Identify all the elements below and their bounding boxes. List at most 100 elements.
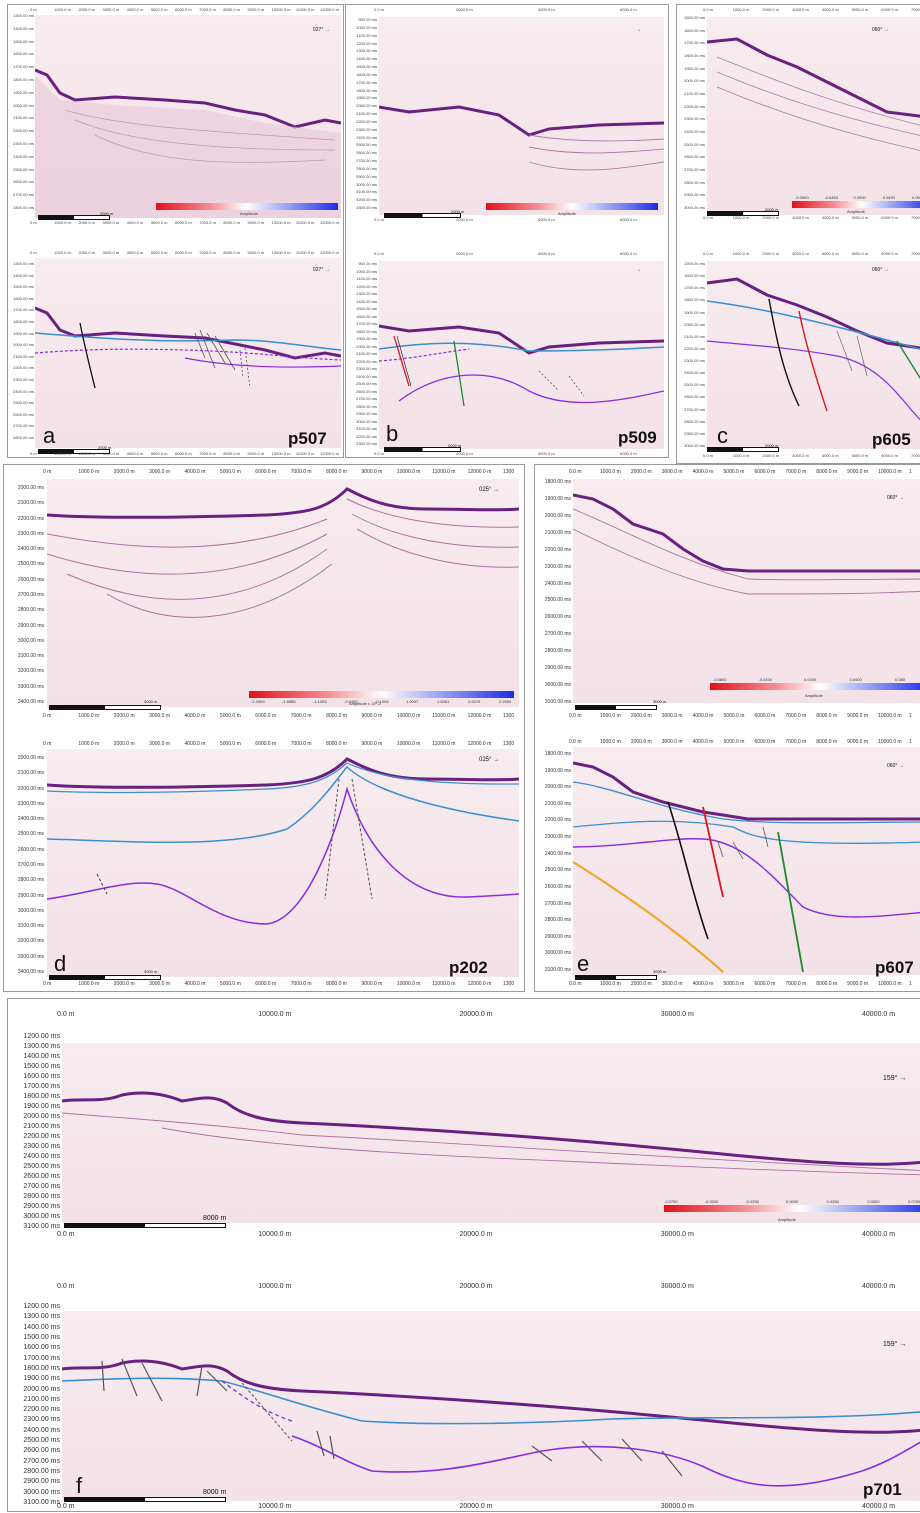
x-tick-label: 6000.0 m <box>175 7 192 12</box>
y-tick-label: 2800.00 ms <box>23 1193 60 1200</box>
x-tick-label: 30000.0 m <box>660 1283 694 1290</box>
y-tick-label: 2100.00 ms <box>684 333 705 339</box>
seismic-b-lower <box>379 324 664 407</box>
y-tick-label: 2300.00 ms <box>23 1416 60 1424</box>
profile-name-d: p202 <box>449 958 488 977</box>
x-tick-label: 4000.0 m <box>184 469 206 475</box>
x-tick-label: 2000.0 m <box>762 453 780 458</box>
x-tick-label: 5000.0 m <box>723 739 745 745</box>
x-tick-label: 2000.0 m <box>762 251 780 256</box>
x-tick-label: 2000.0 m <box>630 739 652 745</box>
section-b-upper <box>379 17 664 215</box>
y-tick-label: 2400.00 ms <box>17 816 44 823</box>
x-tick-label: 8000.0 m <box>223 7 241 12</box>
y-tick-label: 2500.00 ms <box>544 867 571 874</box>
azimuth-a-lower: 027° → <box>313 267 330 273</box>
panel-c: Amplitude 2000 m c p605 2000 m 060° → 06… <box>676 4 920 464</box>
azimuth-a-upper: 027° → <box>313 27 330 33</box>
x-tick-label: 2000.0 m <box>630 713 652 719</box>
x-tick-label: 1000.0 m <box>732 453 750 458</box>
y-tick-label: 2800.00 ms <box>17 877 44 884</box>
y-tick-label: 1600.00 ms <box>356 71 377 77</box>
x-tick-label: 5000.0 m <box>723 469 745 475</box>
y-tick-label: 2300.00 ms <box>17 530 44 537</box>
seismic-b-upper <box>379 105 664 171</box>
y-tick-label: 1400.00 ms <box>13 272 34 278</box>
y-tick-label: 3100.00 ms <box>17 923 44 930</box>
x-tick-label: 3000.0 m <box>149 741 170 747</box>
y-tick-label: 1700.00 ms <box>356 79 377 85</box>
y-tick-label: 2300.00 ms <box>13 377 34 382</box>
y-tick-label: 1900.00 ms <box>23 1375 60 1383</box>
profile-name-c: p605 <box>872 430 911 449</box>
y-tick-label: 1100.00 ms <box>356 276 377 281</box>
y-tick-label: 2900.00 ms <box>356 173 377 179</box>
y-tick-label: 2300.00 ms <box>356 366 377 371</box>
y-tick-label: 1800.00 ms <box>356 328 377 334</box>
azimuth-e-lower: 060° → <box>887 763 904 769</box>
x-tick-label: 6000.0 m <box>620 251 637 256</box>
x-tick-label: 4000.0 m <box>538 251 555 256</box>
colorbar-d-label: Amplitude x 10^-2 <box>349 701 381 706</box>
y-tick-label: 2000.00 ms <box>356 103 377 109</box>
y-tick-label: 2000.00 ms <box>356 343 377 349</box>
section-a-lower <box>35 258 341 448</box>
colorbar-tick-label: 1.6981 <box>437 699 450 704</box>
x-tick-label: 1000.0 m <box>599 713 621 719</box>
scalebar-a-upper <box>38 215 110 220</box>
y-tick-label: 1700.00 ms <box>356 321 377 326</box>
y-tick-label: 1300.00 ms <box>13 261 34 266</box>
colorbar-tick-label: 0.0000 <box>786 1199 799 1204</box>
scalebar-e-upper <box>575 705 657 710</box>
x-tick-label: 4000.0 m <box>821 215 839 220</box>
colorbar-f <box>664 1205 920 1212</box>
y-tick-label: 3300.00 ms <box>17 953 44 960</box>
y-tick-label: 3000.00 ms <box>23 1488 60 1496</box>
x-tick-label: 6000.0 m <box>255 981 277 987</box>
x-tick-label: 1000.0 m <box>732 251 750 256</box>
y-tick-label: 1600.00 ms <box>23 1344 60 1352</box>
x-tick-label: 0 m <box>43 713 52 719</box>
section-c-upper <box>707 17 920 215</box>
y-tick-label: 2500.00 ms <box>544 597 571 604</box>
x-tick-label: 9000.0 m <box>247 250 265 255</box>
x-tick-label: 6000.0 m <box>620 217 637 222</box>
x-tick-label: 8000.0 m <box>223 250 241 255</box>
x-tick-label: 9000.0 m <box>847 739 869 745</box>
x-tick-label: 9000.0 m <box>361 741 383 747</box>
seismic-c-upper <box>707 37 920 151</box>
x-tick-label: 20000.0 m <box>459 1283 493 1290</box>
y-tick-label: 2900.00 ms <box>23 1478 60 1486</box>
y-tick-label: 1100.00 ms <box>356 32 377 38</box>
y-tick-label: 2800.00 ms <box>544 648 571 655</box>
profile-name-f: p701 <box>863 1480 902 1499</box>
x-tick-label: 4000.0 m <box>538 7 555 12</box>
y-tick-label: 2600.00 ms <box>23 1447 60 1455</box>
x-tick-label: 10000.0 m <box>271 250 291 255</box>
y-tick-label: 2100.00 ms <box>23 1123 60 1130</box>
azimuth-d-lower: 025° → <box>479 757 500 763</box>
x-tick-label: 9000.0 m <box>847 981 869 987</box>
y-tick-label: 2000.00 ms <box>684 78 705 84</box>
x-tick-label: 0.0 m <box>374 451 385 456</box>
y-tick-label: 3100.00 ms <box>544 699 571 705</box>
colorbar-tick-label: 0.0900 <box>912 195 920 200</box>
y-tick-label: 1400.00 ms <box>356 56 377 62</box>
x-tick-label: 6000.0 m <box>881 7 898 12</box>
y-tick-label: 2600.00 ms <box>684 154 705 160</box>
y-tick-label: 1900.00 ms <box>684 65 705 71</box>
y-tick-label: 1500.00 ms <box>684 15 705 20</box>
x-tick-label: 3000.0 m <box>149 981 170 987</box>
x-tick-label: 3000.0 m <box>792 215 809 220</box>
y-tick-label: 2400.00 ms <box>23 1426 60 1434</box>
y-tick-label: 2200.00 ms <box>17 515 44 522</box>
colorbar-tick-label: -0.5492 <box>344 699 358 704</box>
colorbar-d <box>249 691 514 698</box>
x-tick-label: 5000.0 m <box>219 713 241 719</box>
x-tick-label: 12000.0 m <box>467 469 492 475</box>
y-tick-label: 3200.00 ms <box>17 938 44 945</box>
y-tick-label: 3100.00 ms <box>544 967 571 973</box>
section-d-lower <box>47 749 519 977</box>
x-tick-label: 7000.0 m <box>199 7 216 12</box>
x-tick-label: 11000.0 m <box>432 741 456 747</box>
